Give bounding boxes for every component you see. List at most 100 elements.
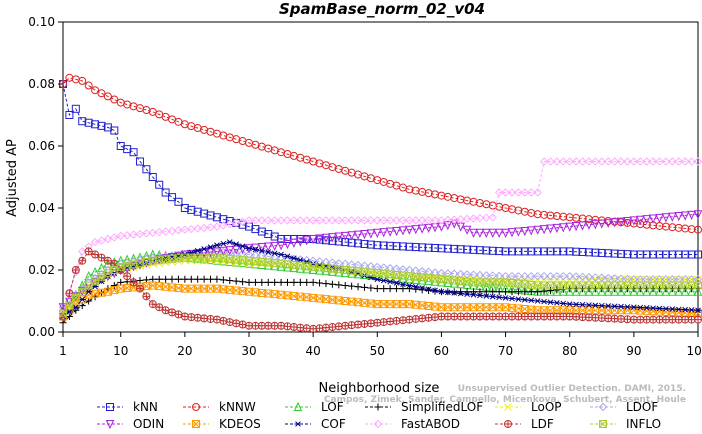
legend-label-fastabod: FastABOD [401, 417, 460, 431]
point-inflo [168, 254, 177, 263]
x-tick-label-100: 100 [687, 344, 702, 358]
point-lof [546, 286, 555, 296]
point-fastabod [321, 216, 331, 225]
point-simplifiedlof [508, 288, 516, 296]
point-odin [392, 226, 401, 237]
series-line-odin [62, 213, 699, 308]
legend-swatch-marker [374, 403, 382, 411]
point-knn [559, 247, 568, 256]
point-knnw [687, 225, 696, 234]
point-simplifiedlof [405, 285, 413, 293]
point-knn [617, 249, 626, 258]
point-ldof [225, 248, 234, 257]
point-knnw [277, 148, 286, 157]
point-lof [276, 261, 286, 271]
series-knn [59, 80, 702, 259]
legend-swatch-marker [106, 403, 114, 411]
point-ldf [366, 319, 375, 328]
point-fastabod [552, 157, 562, 166]
point-cof [623, 304, 631, 310]
point-fastabod [142, 229, 151, 238]
plot-border [62, 21, 699, 333]
point-cof [495, 294, 503, 301]
point-ldf [296, 323, 305, 332]
point-ldf [91, 250, 100, 259]
y-tick-label-0: 0.00 [28, 325, 55, 339]
point-cof [251, 246, 259, 253]
y-axis-label: Adjusted AP [5, 139, 20, 217]
point-fastabod [623, 157, 632, 166]
legend: kNN kNNW LOF SimplifiedLOF LoOP LDOF ODIN KDEOS… [97, 400, 661, 431]
point-knnw [584, 215, 593, 224]
point-ldof [578, 272, 587, 282]
point-lof [122, 254, 132, 264]
point-knnw [565, 213, 574, 222]
point-knn [405, 242, 414, 251]
point-simplifiedlof [386, 285, 394, 293]
point-cof [656, 305, 664, 312]
point-cof [431, 287, 439, 294]
point-odin [231, 245, 241, 255]
point-fastabod [584, 157, 594, 166]
point-fastabod [680, 157, 690, 166]
point-ldof [366, 262, 376, 271]
point-odin [263, 242, 273, 252]
point-knn [91, 120, 100, 129]
point-fastabod [655, 157, 664, 166]
point-odin [353, 230, 363, 240]
point-inflo [110, 266, 119, 274]
point-ldof [353, 260, 363, 270]
legend-label-knnw: kNNW [219, 400, 256, 414]
legend-swatch-marker [598, 402, 608, 412]
point-inflo [135, 259, 144, 268]
point-ldf [289, 323, 298, 332]
point-knn [463, 245, 472, 254]
point-lof [385, 272, 395, 282]
point-odin [655, 213, 664, 224]
point-fastabod [533, 188, 542, 197]
point-odin [520, 226, 530, 237]
point-cof [412, 283, 420, 290]
point-knnw [78, 76, 87, 85]
point-fastabod [373, 216, 382, 225]
point-knn [488, 246, 497, 255]
point-odin [360, 230, 369, 240]
x-tick-label-50: 50 [370, 344, 385, 358]
point-ldf [354, 320, 363, 329]
point-fastabod [264, 216, 273, 225]
legend-item-ldof: LDOF [590, 400, 658, 414]
point-odin [302, 236, 312, 246]
point-odin [405, 225, 414, 235]
series-line-knnw [62, 77, 699, 231]
point-knn [277, 235, 286, 243]
point-cof [546, 299, 554, 306]
point-knn [155, 180, 164, 189]
point-fastabod [648, 157, 658, 166]
point-lof [360, 269, 369, 279]
watermark-line-2: Campos, Zimek, Sander, Campello, Micenko… [324, 395, 686, 405]
point-simplifiedlof [181, 275, 189, 283]
point-ldf [373, 318, 382, 327]
point-ldf [392, 316, 401, 325]
legend-item-cof: COF [285, 417, 346, 431]
legend-item-simplifiedlof: SimplifiedLOF [365, 400, 483, 414]
point-cof [489, 293, 497, 300]
point-knn [636, 250, 645, 259]
point-fastabod [353, 216, 363, 225]
point-ldf [219, 316, 228, 325]
point-inflo [78, 287, 87, 296]
legend-swatch-marker [293, 401, 303, 411]
point-knn [251, 225, 260, 234]
point-knn [142, 165, 151, 174]
point-cof [444, 289, 452, 296]
legend-swatch-marker [373, 419, 383, 429]
point-knnw [354, 170, 363, 179]
point-ldf [142, 292, 151, 301]
point-knn [668, 250, 677, 259]
point-cof [72, 304, 80, 311]
point-lof [289, 262, 299, 273]
point-kdeos [91, 289, 100, 298]
point-ldof [405, 265, 414, 275]
point-cof [694, 307, 702, 314]
point-ldof [264, 252, 273, 261]
